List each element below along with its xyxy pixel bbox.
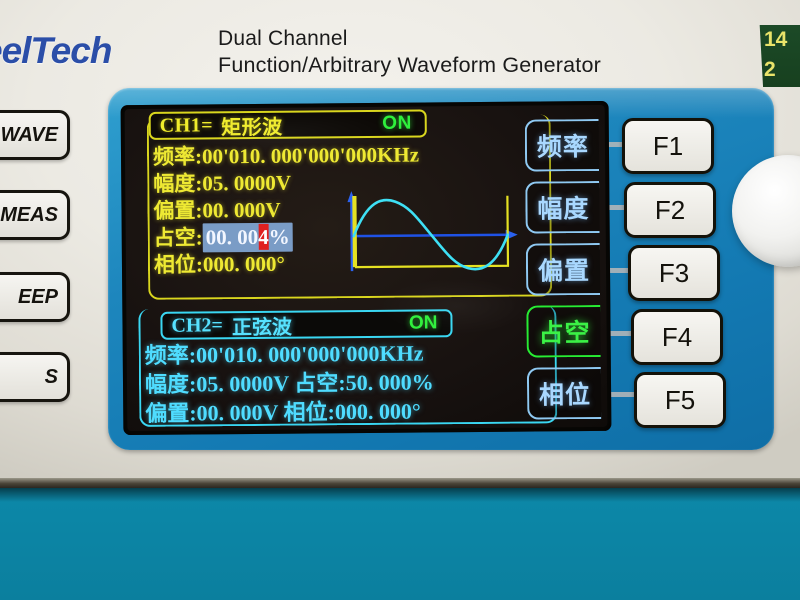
brand-logo: eelTech <box>0 30 112 71</box>
ch2-row-amplitude-duty[interactable]: 幅度:05. 0000V 占空:50. 000% <box>144 369 434 397</box>
ch1-frequency-label: 频率: <box>152 144 203 169</box>
softkey-duty[interactable]: 占空 <box>526 304 601 358</box>
softkey-frequency[interactable]: 频率 <box>524 118 600 172</box>
lcd-screen[interactable]: CH1= 矩形波 ON 频率: 00'010. 000'000'000KHz 幅… <box>124 104 608 432</box>
key-sweep[interactable]: EEP <box>0 272 70 322</box>
ch1-pulse-trace <box>352 195 510 269</box>
ch1-offset-label: 偏置: <box>153 198 203 223</box>
key-wave[interactable]: WAVE <box>0 110 70 160</box>
ch2-row-frequency[interactable]: 频率:00'010. 000'000'000KHz <box>144 340 424 368</box>
softkey-offset[interactable]: 偏置 <box>525 242 601 296</box>
ch2-title-prefix: CH2= <box>171 313 223 337</box>
softkey-column: 频率 幅度 偏置 占空 相位 <box>524 118 606 430</box>
sticker-line-2: 2 <box>764 58 776 81</box>
ch2-row-offset-phase[interactable]: 偏置:00. 000V 相位:000. 000° <box>145 398 421 426</box>
ch2-status-badge: ON <box>408 312 438 334</box>
case-bottom-edge <box>0 478 800 488</box>
ch1-status-badge: ON <box>382 112 412 134</box>
ch2-sine-trace <box>352 198 510 271</box>
key-f4[interactable]: F4 <box>631 309 723 365</box>
key-f5[interactable]: F5 <box>634 372 726 428</box>
ch1-duty-value-after: % <box>268 224 290 249</box>
ch2-header: CH2= 正弦波 ON <box>160 309 453 340</box>
ch1-header: CH1= 矩形波 ON <box>148 109 427 140</box>
key-f1[interactable]: F1 <box>622 118 714 174</box>
ch2-waveform-name: 正弦波 <box>231 316 293 339</box>
lcd-bezel: CH1= 矩形波 ON 频率: 00'010. 000'000'000KHz 幅… <box>120 100 612 436</box>
case-shadow <box>0 488 800 502</box>
ch1-title-prefix: CH1= <box>159 113 214 137</box>
key-sys[interactable]: S <box>0 352 70 402</box>
tagline-line-1: Dual Channel <box>218 27 348 50</box>
ch1-phase-label: 相位: <box>153 252 204 277</box>
sticker-line-1: 14 <box>764 28 788 51</box>
ch1-offset-value: 00. 000V <box>202 197 281 223</box>
softkey-tick-5 <box>608 392 654 397</box>
ch1-duty-value-field[interactable]: 00. 004% <box>202 222 293 253</box>
ch1-duty-label: 占空: <box>153 225 203 250</box>
ch1-waveform-name: 矩形波 <box>221 116 283 139</box>
ch1-frequency-value: 00'010. 000'000'000KHz <box>201 142 420 169</box>
tagline-line-2: Function/Arbitrary Waveform Generator <box>218 53 601 77</box>
ch1-row-frequency[interactable]: 频率: 00'010. 000'000'000KHz <box>153 142 419 171</box>
waveform-preview <box>343 188 520 276</box>
ch2-parameter-list: 频率:00'010. 000'000'000KHz 幅度:05. 0000V 占… <box>145 338 434 428</box>
softkey-amplitude[interactable]: 幅度 <box>525 180 600 234</box>
ch1-phase-value: 000. 000° <box>202 251 285 277</box>
ch1-amplitude-label: 幅度: <box>153 171 203 196</box>
softkey-phase[interactable]: 相位 <box>526 366 602 420</box>
key-f2[interactable]: F2 <box>624 182 716 238</box>
key-f3[interactable]: F3 <box>628 245 720 301</box>
serial-sticker: 14 2 <box>759 25 800 87</box>
ch1-duty-value-before: 00. 00 <box>205 224 259 250</box>
ch1-amplitude-value: 05. 0000V <box>202 170 292 196</box>
waveform-preview-svg <box>347 191 518 272</box>
ch1-duty-digit-cursor: 4 <box>258 223 269 250</box>
device-tagline: Dual Channel Function/Arbitrary Waveform… <box>218 26 601 78</box>
preview-axes-icon <box>347 191 518 272</box>
key-meas[interactable]: MEAS <box>0 190 70 240</box>
